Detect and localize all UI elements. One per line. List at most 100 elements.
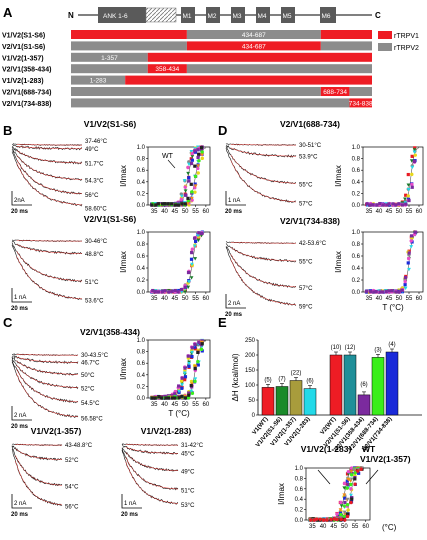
data-point [407,251,411,255]
data-point [197,152,201,156]
y-axis-label: I/Imax [119,165,128,187]
data-point [345,514,350,519]
data-point [189,161,194,166]
trace-title: V2/V1(734-838) [280,216,340,226]
data-point [193,236,197,240]
construct-segment [71,75,126,85]
scale-time-label: 20 ms [11,209,29,215]
y-tick-label: 0.4 [295,497,304,503]
data-point [413,230,418,234]
y-tick-label: 250 [245,338,256,344]
data-point [397,202,401,206]
segment-label: 688-734 [323,89,347,96]
fit-line [16,373,79,418]
bar [275,386,289,416]
data-point [368,203,372,207]
y-tick-label: 0.6 [352,168,361,174]
data-point [345,512,350,516]
trace-title: V2/V1(688-734) [280,119,340,129]
data-point [342,514,346,519]
y-tick-label: 1.0 [295,466,304,472]
data-point [412,150,417,154]
construct-segment [186,41,321,51]
tm-domain-1 [181,7,195,23]
construct-segment [71,98,350,108]
data-point [403,279,407,284]
segment-label: 358-434 [155,66,179,73]
panel-b-letter: B [3,123,12,138]
temperature-label: 56°C [85,193,99,199]
fit-line [16,243,83,254]
temperature-label: 45°C [181,452,195,458]
fit-line [230,160,297,203]
scale-current-label: 2nA [14,198,25,204]
y-tick-label: 0.0 [352,290,361,296]
data-point [378,201,382,206]
fit-line [125,452,179,471]
y-tick-label: 150 [245,368,256,374]
data-point [196,350,200,354]
x-tick-label: 35 [151,402,158,408]
construct-name: V1/V2(1-283) [2,78,44,85]
activation-plot-C1: 35 40 45 50 55 60 0.0 0.2 0.4 0.6 0.8 1.0 I/Imax T (°… [119,338,211,418]
tm-domain-label-3: M3 [233,13,242,20]
data-point [196,233,200,238]
scale-bar [225,191,246,206]
data-point [345,497,350,502]
current-trace [225,247,297,306]
data-point [368,289,373,294]
y-tick-label: 0.0 [137,290,146,296]
wt-arrow [167,159,176,169]
data-point [196,155,200,160]
tm-domain-label-4: M4 [258,13,267,20]
temperature-label: 31-42°C [181,443,204,449]
data-point [157,395,161,399]
segment-label: 434-687 [242,32,266,39]
segment-label: 734-838 [349,100,373,107]
data-point [179,379,184,383]
x-tick-label: 50 [396,296,403,302]
data-point [193,149,197,153]
data-point [183,396,188,400]
temperature-label: 30-46°C [85,239,108,245]
legend-swatch [378,31,392,39]
data-point [353,471,357,475]
data-point [342,481,347,486]
construct-name: V2/V1(688-734) [2,90,51,97]
fit-line [230,154,297,184]
data-point [186,270,191,275]
data-point [183,375,188,379]
x-tick-label: 45 [386,209,393,215]
data-point [394,203,398,207]
x-tick-label: 45 [172,209,179,215]
current-trace [11,356,79,376]
fit-line [16,155,83,180]
data-point [170,289,174,293]
data-point [200,156,204,161]
data-point [381,203,385,207]
data-point [197,341,201,345]
construct-segment [320,87,350,96]
y-tick-label: 100 [245,383,256,389]
scale-bar [225,294,246,309]
temperature-label: 53.9°C [299,155,318,161]
y-tick-label: 0.4 [137,373,146,379]
c-terminus-label: C [375,11,381,20]
panel-a-letter: A [3,5,13,20]
scale-time-label: 20 ms [11,512,29,518]
y-tick-label: 0.0 [137,203,146,209]
fit-line [230,259,297,306]
x-tick-label: 60 [416,296,423,302]
x-tick-label: 55 [192,296,199,302]
fit-line [16,256,83,300]
data-point [190,346,195,350]
fit-line [16,143,82,146]
fit-line [125,443,178,446]
y-tick-label: 0.8 [352,157,361,163]
y-tick-label: 0.8 [295,476,304,482]
current-trace [11,357,79,390]
temperature-label: 53°C [181,503,195,509]
y-tick-label: 0.4 [352,180,361,186]
data-point [190,247,195,251]
x-tick-label: 40 [376,209,383,215]
